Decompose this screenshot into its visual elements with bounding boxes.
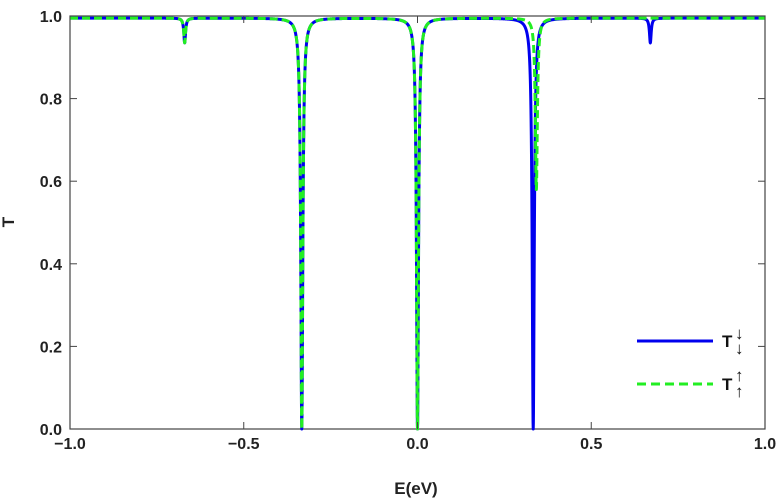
- x-tick-label: −1.0: [54, 436, 86, 453]
- svg-text:T: T: [0, 216, 18, 227]
- legend-sub-spin-up: ↑: [735, 382, 744, 401]
- legend: T ↓ ↓ T ↑ ↑: [637, 324, 744, 401]
- y-tick-label: 0.2: [40, 339, 62, 356]
- x-tick-label: 0.5: [580, 436, 602, 453]
- y-tick-label: 0.4: [40, 257, 62, 274]
- legend-sup-spin-down: ↓: [735, 324, 744, 343]
- x-tick-label: −0.5: [228, 436, 260, 453]
- legend-sup-spin-up: ↑: [735, 366, 744, 385]
- ticks-layer: −1.0 −0.5 0.0 0.5 1.0 0.0 0.2 0.4 0.6 0.8 1.0: [40, 9, 776, 453]
- y-tick-label: 0.0: [40, 422, 62, 439]
- y-tick-label: 1.0: [40, 9, 62, 26]
- legend-sub-spin-down: ↓: [735, 339, 744, 358]
- x-axis-label: E(eV): [394, 479, 437, 498]
- legend-label-spin-up: T: [722, 375, 733, 394]
- y-axis-label: T: [0, 216, 18, 227]
- series-layer: [68, 16, 767, 431]
- y-tick-label: 0.8: [40, 92, 62, 109]
- legend-label-spin-down: T: [722, 332, 733, 351]
- y-tick-label: 0.6: [40, 174, 62, 191]
- series-line-spin-up: [68, 16, 767, 431]
- x-tick-label: 1.0: [754, 436, 776, 453]
- x-tick-label: 0.0: [406, 436, 428, 453]
